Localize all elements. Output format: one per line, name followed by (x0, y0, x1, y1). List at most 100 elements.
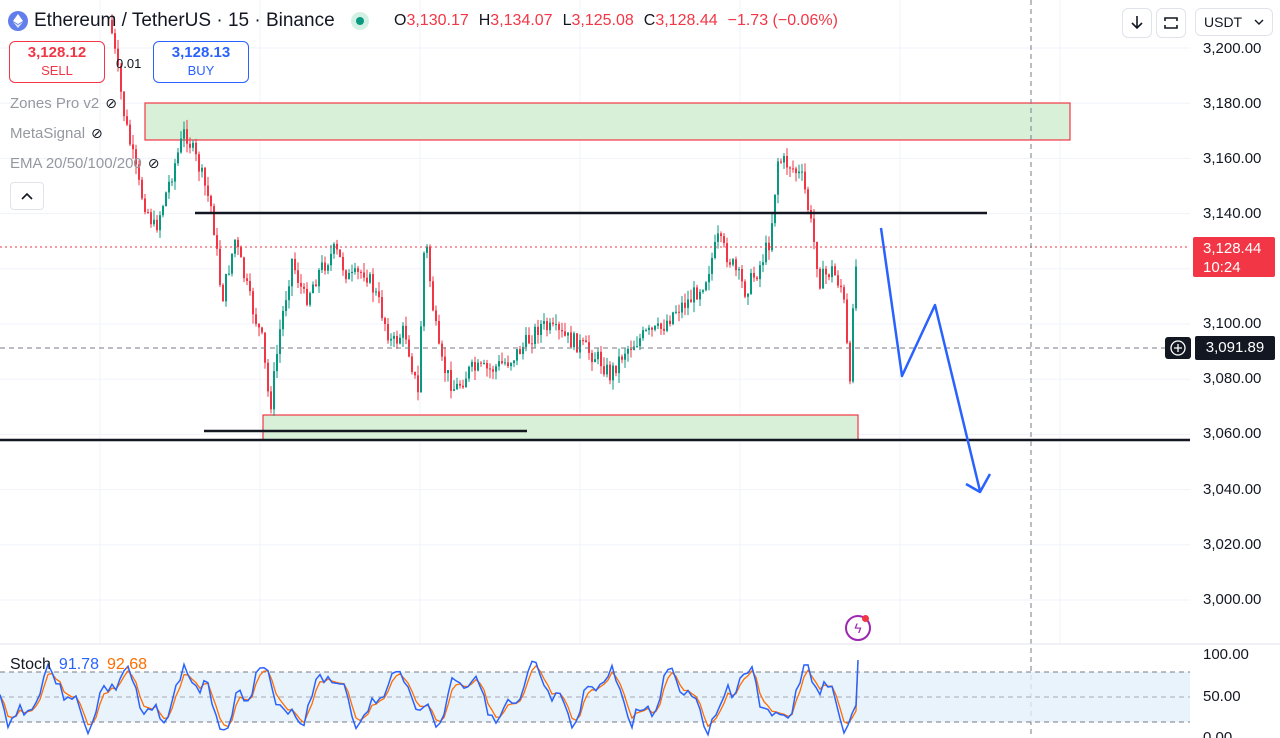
candle-body (249, 280, 251, 292)
candle-body (582, 340, 584, 342)
candle-body (720, 233, 722, 237)
eye-hidden-icon[interactable]: ⊘ (105, 95, 117, 111)
candle-body (534, 326, 536, 345)
stoch-d-value: 92.68 (106, 656, 148, 673)
buy-label: BUY (187, 63, 215, 78)
candle-body (228, 273, 230, 275)
candle-body (591, 352, 593, 363)
candle-body (558, 324, 560, 330)
candle-body (159, 215, 161, 231)
market-status-icon[interactable] (350, 12, 369, 30)
stoch-k-line (0, 659, 859, 737)
sell-label: SELL (41, 63, 73, 78)
add-alert-button[interactable] (1165, 337, 1191, 359)
stoch-legend[interactable]: Stoch 91.78 92.68 (10, 656, 147, 674)
indicator-zones-pro[interactable]: Zones Pro v2 ⊘ (10, 95, 117, 112)
candle-body (186, 129, 188, 144)
stoch-axis-label: 100.00 (1203, 646, 1249, 663)
candle-body (642, 330, 644, 339)
download-button[interactable] (1122, 8, 1152, 38)
candle-body (462, 385, 464, 388)
high-value: 3,134.07 (490, 12, 553, 29)
bar-countdown: 10:24 (1203, 259, 1241, 276)
candle-body (300, 282, 302, 287)
candle-body (459, 383, 461, 386)
candle-body (429, 246, 431, 282)
candle-body (801, 171, 803, 173)
eye-hidden-icon[interactable]: ⊘ (91, 125, 103, 141)
candle-body (402, 325, 404, 338)
candle-body (810, 209, 812, 219)
candle-body (594, 359, 596, 363)
buy-button[interactable]: 3,128.13 BUY (153, 41, 249, 83)
candle-body (519, 349, 521, 355)
sell-button[interactable]: 3,128.12 SELL (9, 41, 105, 83)
projection-arrowhead (965, 473, 992, 494)
collapse-legend-button[interactable] (10, 182, 44, 210)
eye-hidden-icon[interactable]: ⊘ (147, 155, 160, 171)
candle-body (195, 142, 197, 155)
candle-body (327, 265, 329, 271)
candle-body (225, 274, 227, 302)
symbol-title[interactable]: Ethereum / TetherUS · 15 · Binance (8, 10, 369, 32)
candle-body (573, 333, 575, 348)
candle-body (258, 323, 260, 328)
candle-body (231, 253, 233, 274)
candle-body (330, 253, 332, 266)
candle-body (699, 291, 701, 300)
candle-body (660, 323, 662, 329)
buy-price: 3,128.13 (171, 44, 231, 61)
candle-body (681, 302, 683, 313)
open-label: O (394, 12, 407, 29)
fullscreen-button[interactable] (1156, 8, 1186, 38)
candle-body (270, 391, 272, 410)
price-axis-label: 3,140.00 (1203, 205, 1262, 222)
download-icon (1131, 16, 1143, 30)
candle-body (666, 320, 668, 331)
candle-body (651, 327, 653, 330)
candle-body (612, 365, 614, 381)
supply-zone[interactable] (144, 102, 1071, 141)
candle-body (504, 362, 506, 364)
candle-body (579, 340, 581, 353)
current-price-value: 3,128.44 (1203, 240, 1262, 257)
indicator-label: Zones Pro v2 (10, 95, 100, 112)
candle-body (423, 252, 425, 327)
candle-body (237, 239, 239, 248)
candle-body (684, 302, 686, 308)
plus-icon (1170, 340, 1186, 356)
demand-zone[interactable] (262, 414, 859, 441)
candle-body (822, 268, 824, 289)
candle-body (549, 322, 551, 331)
candle-body (531, 343, 533, 345)
candle-body (390, 338, 392, 341)
candle-body (147, 212, 149, 214)
candle-body (768, 242, 770, 251)
projection-path[interactable] (879, 227, 982, 492)
indicator-metasignal[interactable]: MetaSignal ⊘ (10, 125, 103, 142)
candle-body (786, 156, 788, 168)
candle-body (507, 362, 509, 367)
open-value: 3,130.17 (406, 12, 469, 29)
candle-body (414, 371, 416, 376)
candle-body (222, 284, 224, 302)
candle-body (138, 164, 140, 180)
candle-body (381, 297, 383, 319)
candle-body (435, 310, 437, 322)
candle-body (399, 337, 401, 344)
candle-body (825, 268, 827, 275)
stoch-axis-label: 0.00 (1203, 729, 1233, 738)
candle-body (360, 271, 362, 273)
indicator-ema[interactable]: EMA 20/50/100/200 ⊘ (10, 155, 160, 172)
candle-body (111, 20, 113, 34)
candle-body (210, 195, 212, 207)
candle-body (804, 171, 806, 190)
candle-body (219, 248, 221, 285)
candle-body (828, 274, 830, 278)
candle-body (597, 351, 599, 360)
candle-body (711, 257, 713, 274)
candle-body (855, 266, 857, 309)
currency-select[interactable]: USDT (1195, 8, 1273, 36)
candle-body (759, 265, 761, 280)
